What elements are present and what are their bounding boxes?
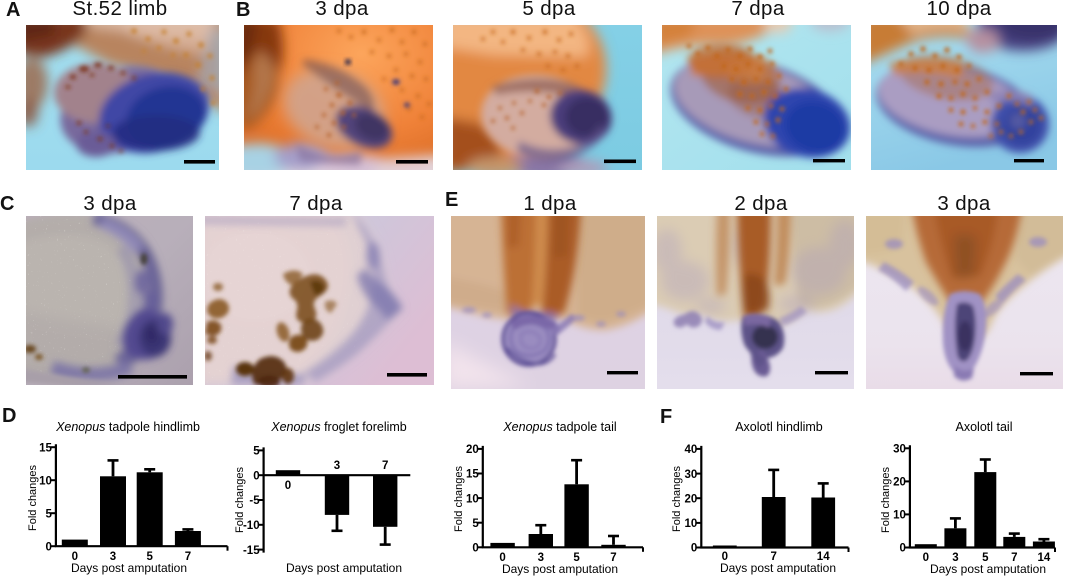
svg-text:0: 0 bbox=[691, 543, 697, 555]
svg-text:0: 0 bbox=[899, 543, 905, 555]
svg-text:0: 0 bbox=[45, 541, 51, 553]
svg-text:20: 20 bbox=[466, 444, 479, 456]
svg-text:5: 5 bbox=[573, 552, 580, 564]
svg-text:Fold changes: Fold changes bbox=[880, 466, 892, 533]
svg-text:20: 20 bbox=[893, 477, 906, 489]
svg-text:20: 20 bbox=[685, 493, 698, 505]
svg-text:Days post amputation: Days post amputation bbox=[502, 562, 618, 576]
svg-text:5: 5 bbox=[45, 508, 52, 520]
svg-text:0: 0 bbox=[923, 552, 929, 564]
svg-text:40: 40 bbox=[685, 444, 698, 456]
svg-text:5: 5 bbox=[146, 551, 153, 563]
svg-text:0: 0 bbox=[472, 543, 478, 555]
svg-text:10: 10 bbox=[893, 510, 906, 522]
svg-text:Fold changes: Fold changes bbox=[27, 464, 39, 531]
svg-text:10: 10 bbox=[39, 475, 52, 487]
svg-text:7: 7 bbox=[1011, 552, 1017, 564]
svg-text:Days post amputation: Days post amputation bbox=[71, 561, 187, 575]
svg-text:Fold changes: Fold changes bbox=[671, 465, 683, 532]
svg-text:Fold changes: Fold changes bbox=[234, 466, 246, 533]
svg-text:0: 0 bbox=[72, 551, 78, 563]
svg-text:0: 0 bbox=[499, 552, 505, 564]
svg-text:-5: -5 bbox=[249, 495, 260, 507]
svg-text:Xenopus froglet forelimb: Xenopus froglet forelimb bbox=[270, 420, 407, 434]
svg-text:5: 5 bbox=[253, 446, 260, 458]
svg-text:7: 7 bbox=[185, 551, 191, 563]
svg-text:7: 7 bbox=[610, 552, 616, 564]
svg-text:0: 0 bbox=[253, 470, 259, 482]
svg-text:5: 5 bbox=[982, 552, 989, 564]
svg-text:30: 30 bbox=[893, 444, 906, 456]
svg-text:10: 10 bbox=[685, 518, 698, 530]
svg-text:-15: -15 bbox=[243, 545, 260, 557]
svg-text:14: 14 bbox=[1038, 552, 1051, 564]
svg-text:3: 3 bbox=[110, 551, 116, 563]
svg-text:Fold changes: Fold changes bbox=[453, 465, 465, 532]
svg-text:Days post amputation: Days post amputation bbox=[720, 561, 836, 575]
svg-text:Xenopus tadpole hindlimb: Xenopus tadpole hindlimb bbox=[55, 420, 200, 434]
svg-text:Days post amputation: Days post amputation bbox=[930, 562, 1046, 576]
svg-text:-10: -10 bbox=[243, 520, 260, 532]
svg-text:0: 0 bbox=[285, 480, 291, 492]
svg-text:3: 3 bbox=[538, 552, 544, 564]
svg-text:3: 3 bbox=[952, 552, 958, 564]
svg-text:30: 30 bbox=[685, 469, 698, 481]
svg-text:Xenopus tadpole tail: Xenopus tadpole tail bbox=[502, 420, 616, 434]
svg-text:Days post amputation: Days post amputation bbox=[286, 561, 402, 575]
svg-text:7: 7 bbox=[382, 460, 388, 472]
svg-text:0: 0 bbox=[722, 551, 728, 563]
svg-text:14: 14 bbox=[817, 551, 830, 563]
svg-text:Axolotl tail: Axolotl tail bbox=[956, 420, 1013, 434]
svg-text:15: 15 bbox=[39, 442, 52, 454]
svg-text:5: 5 bbox=[472, 518, 479, 530]
svg-text:Axolotl hindlimb: Axolotl hindlimb bbox=[735, 420, 823, 434]
svg-text:15: 15 bbox=[466, 469, 479, 481]
svg-text:10: 10 bbox=[466, 493, 479, 505]
svg-text:7: 7 bbox=[770, 551, 776, 563]
svg-text:3: 3 bbox=[334, 460, 340, 472]
